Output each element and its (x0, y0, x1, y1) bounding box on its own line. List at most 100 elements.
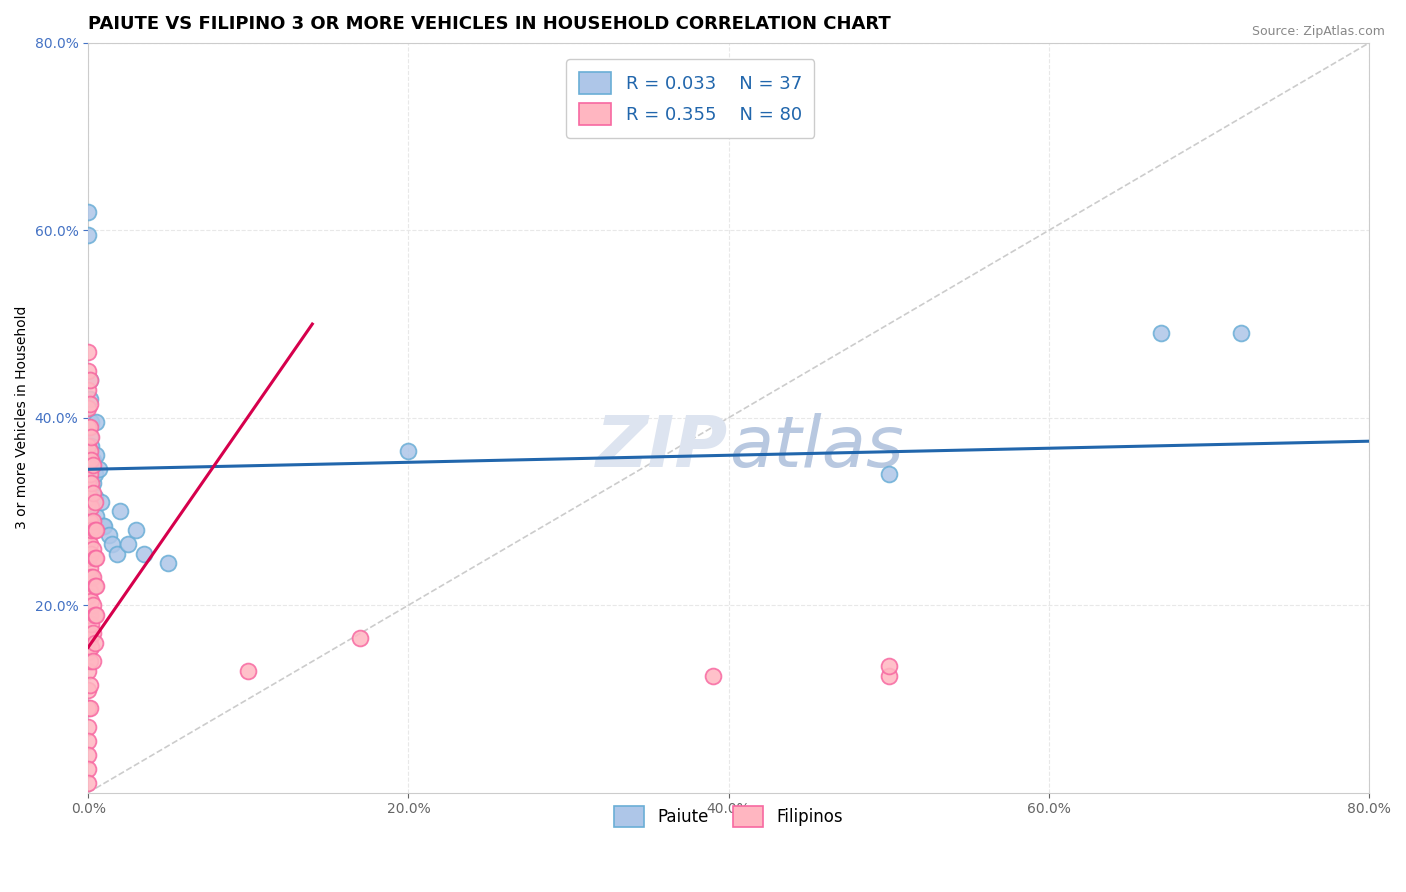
Point (90, 495, 112, 509)
Point (91, 518, 114, 533)
Point (83, 551, 105, 566)
Point (80, 570, 103, 584)
Point (82, 626, 104, 640)
Point (877, 668, 900, 682)
Point (98, 528, 121, 542)
Point (702, 668, 724, 682)
Point (77, 734, 100, 748)
Point (82, 541, 104, 556)
Point (77, 383, 100, 397)
Point (79, 514, 101, 528)
Point (84, 551, 107, 566)
Point (77, 420, 100, 434)
Point (79, 481, 101, 495)
Text: Source: ZipAtlas.com: Source: ZipAtlas.com (1251, 25, 1385, 38)
Point (79, 560, 101, 574)
Point (238, 664, 260, 678)
Point (101, 537, 124, 551)
Point (82, 655, 104, 669)
Point (79, 429, 101, 443)
Point (82, 476, 104, 491)
Point (77, 645, 100, 659)
Point (79, 631, 101, 645)
Point (79, 373, 101, 387)
Point (80, 481, 103, 495)
Point (77, 476, 100, 491)
Point (83, 491, 105, 505)
Point (77, 720, 100, 734)
Point (157, 556, 180, 570)
Point (1230, 326, 1253, 341)
Point (84, 607, 107, 622)
Point (93, 518, 115, 533)
Point (77, 682, 100, 697)
Point (79, 537, 101, 551)
Point (82, 453, 104, 467)
Point (80, 439, 103, 453)
Point (77, 551, 100, 566)
Point (83, 636, 105, 650)
Legend: Paiute, Filipinos: Paiute, Filipinos (603, 797, 853, 837)
Point (77, 533, 100, 547)
Point (79, 678, 101, 692)
Point (77, 401, 100, 416)
Point (84, 416, 107, 430)
Point (77, 227, 100, 242)
Point (82, 458, 104, 472)
Point (77, 776, 100, 790)
Point (80, 593, 103, 607)
Point (79, 420, 101, 434)
Point (79, 397, 101, 411)
Point (77, 607, 100, 622)
Point (80, 617, 103, 632)
Point (83, 607, 105, 622)
Point (84, 579, 107, 593)
Point (79, 443, 101, 458)
Point (77, 762, 100, 776)
Point (877, 467, 900, 481)
Point (83, 495, 105, 509)
Point (79, 491, 101, 505)
Point (77, 364, 100, 378)
Point (80, 453, 103, 467)
Point (83, 579, 105, 593)
Point (105, 547, 128, 561)
Point (79, 584, 101, 599)
Point (82, 514, 104, 528)
Point (80, 547, 103, 561)
Point (80, 416, 103, 430)
Point (79, 607, 101, 622)
Point (80, 429, 103, 443)
Point (79, 443, 101, 458)
Point (84, 509, 107, 524)
Point (877, 659, 900, 673)
Point (125, 523, 148, 537)
Point (77, 589, 100, 603)
Point (1150, 326, 1173, 341)
Text: ZIP: ZIP (596, 413, 728, 483)
Y-axis label: 3 or more Vehicles in Household: 3 or more Vehicles in Household (15, 306, 30, 530)
Point (80, 500, 103, 514)
Point (77, 204, 100, 219)
Point (77, 345, 100, 359)
Point (77, 439, 100, 453)
Point (79, 655, 101, 669)
Point (77, 626, 100, 640)
Point (134, 547, 156, 561)
Point (79, 392, 101, 406)
Point (117, 537, 139, 551)
Point (77, 701, 100, 715)
Point (84, 448, 107, 462)
Point (83, 467, 105, 481)
Point (79, 467, 101, 481)
Point (82, 598, 104, 612)
Point (108, 504, 131, 518)
Point (77, 495, 100, 509)
Point (349, 631, 371, 645)
Point (84, 523, 107, 537)
Point (79, 373, 101, 387)
Text: PAIUTE VS FILIPINO 3 OR MORE VEHICLES IN HOUSEHOLD CORRELATION CHART: PAIUTE VS FILIPINO 3 OR MORE VEHICLES IN… (89, 15, 891, 33)
Point (77, 570, 100, 584)
Point (79, 500, 101, 514)
Point (80, 462, 103, 476)
